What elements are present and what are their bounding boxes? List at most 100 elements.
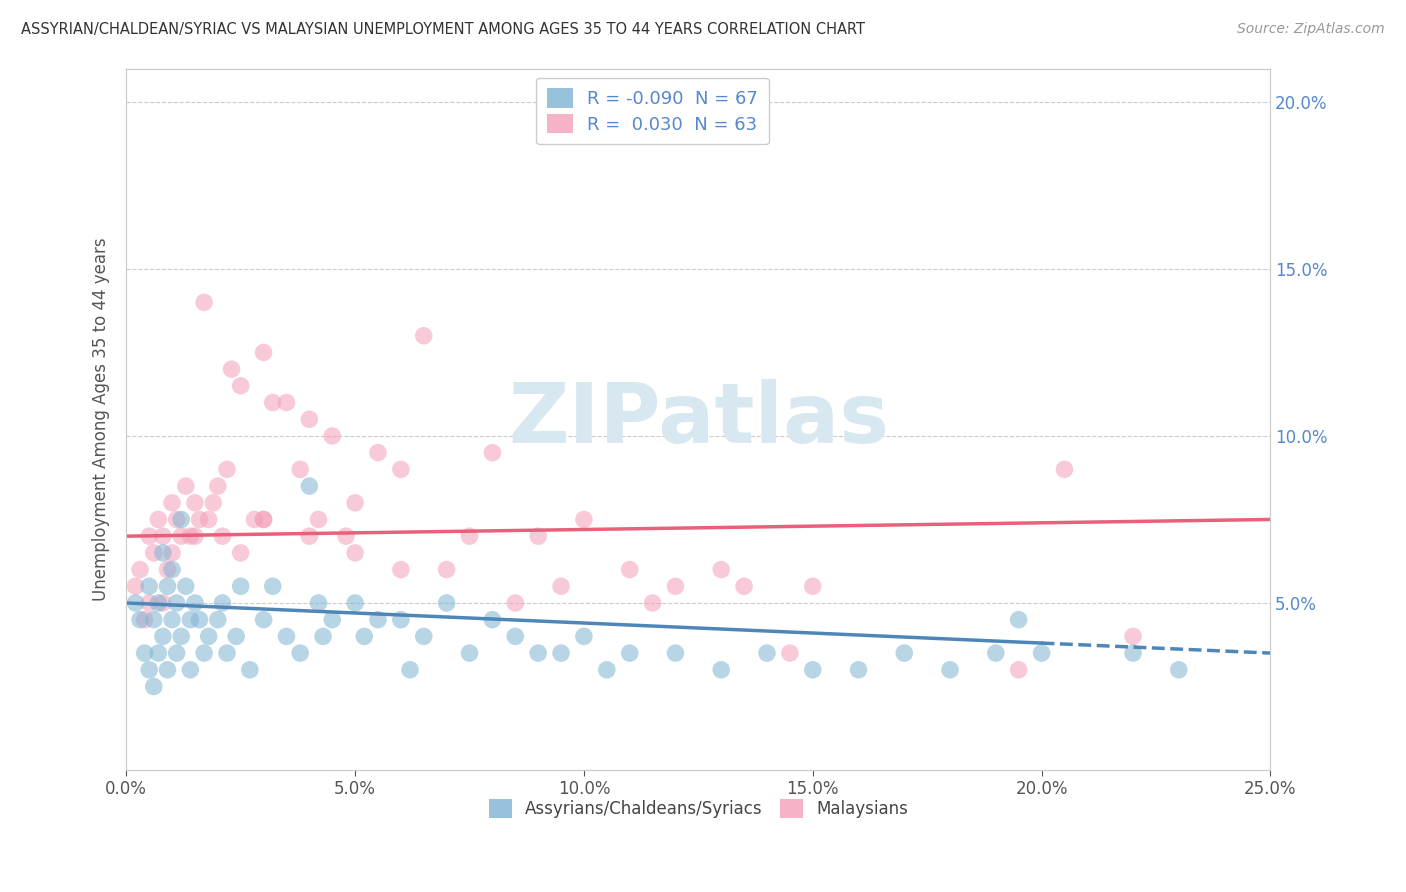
Point [664,646,686,660]
Point [170,512,193,526]
Point [188,512,211,526]
Point [252,512,274,526]
Point [207,613,229,627]
Point [848,663,870,677]
Point [308,596,330,610]
Point [572,512,595,526]
Point [550,646,572,660]
Point [1008,613,1031,627]
Point [229,379,252,393]
Point [436,596,458,610]
Point [527,646,550,660]
Point [152,596,174,610]
Point [160,546,183,560]
Point [252,613,274,627]
Point [412,328,434,343]
Point [197,629,219,643]
Point [481,445,503,459]
Point [174,579,197,593]
Point [458,529,481,543]
Point [138,529,160,543]
Point [166,646,188,660]
Point [142,680,165,694]
Point [142,613,165,627]
Point [298,529,321,543]
Point [166,596,188,610]
Point [321,613,343,627]
Point [193,295,215,310]
Point [156,563,179,577]
Point [184,529,207,543]
Point [1008,663,1031,677]
Point [298,412,321,426]
Point [243,512,266,526]
Point [193,646,215,660]
Point [893,646,915,660]
Point [276,629,298,643]
Point [184,596,207,610]
Point [1122,629,1144,643]
Point [353,629,375,643]
Point [321,429,343,443]
Point [207,479,229,493]
Point [801,579,824,593]
Point [148,596,170,610]
Point [124,596,146,610]
Point [170,629,193,643]
Point [160,496,183,510]
Point [211,596,233,610]
Point [412,629,434,643]
Point [389,563,412,577]
Point [179,613,201,627]
Point [138,663,160,677]
Point [262,579,284,593]
Point [239,663,262,677]
Point [641,596,664,610]
Point [148,512,170,526]
Point [211,529,233,543]
Point [184,496,207,510]
Point [481,613,503,627]
Point [1053,462,1076,476]
Text: ASSYRIAN/CHALDEAN/SYRIAC VS MALAYSIAN UNEMPLOYMENT AMONG AGES 35 TO 44 YEARS COR: ASSYRIAN/CHALDEAN/SYRIAC VS MALAYSIAN UN… [21,22,865,37]
Point [188,613,211,627]
Point [124,579,146,593]
Point [335,529,357,543]
Point [503,596,526,610]
Point [939,663,962,677]
Point [664,579,686,593]
Point [174,479,197,493]
Point [170,529,193,543]
Point [152,529,174,543]
Point [801,663,824,677]
Point [1167,663,1189,677]
Point [572,629,595,643]
Point [503,629,526,643]
Point [197,512,219,526]
Legend: Assyrians/Chaldeans/Syriacs, Malaysians: Assyrians/Chaldeans/Syriacs, Malaysians [482,793,915,825]
Point [225,629,247,643]
Point [344,496,367,510]
Point [756,646,779,660]
Point [389,462,412,476]
Point [312,629,335,643]
Point [160,613,183,627]
Text: ZIPatlas: ZIPatlas [508,379,889,459]
Text: Source: ZipAtlas.com: Source: ZipAtlas.com [1237,22,1385,37]
Point [134,646,156,660]
Point [527,529,550,543]
Point [619,646,641,660]
Point [399,663,422,677]
Point [221,362,243,376]
Point [367,445,389,459]
Point [290,462,312,476]
Point [1122,646,1144,660]
Point [129,613,152,627]
Point [152,629,174,643]
Point [276,395,298,409]
Point [229,579,252,593]
Point [458,646,481,660]
Point [550,579,572,593]
Point [619,563,641,577]
Point [290,646,312,660]
